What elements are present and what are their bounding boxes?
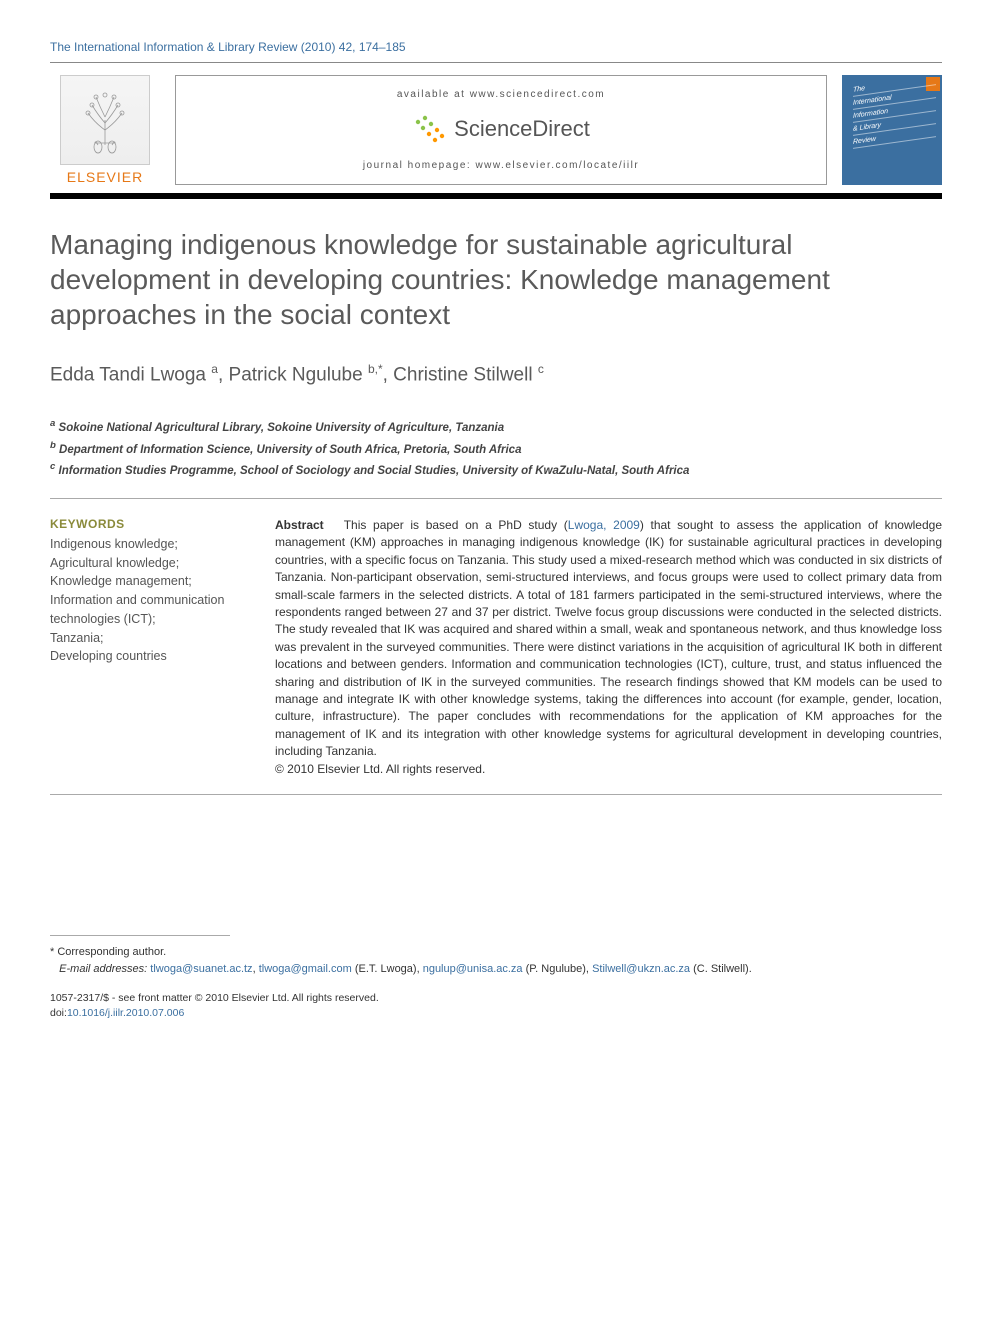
- journal-homepage: journal homepage: www.elsevier.com/locat…: [363, 160, 639, 171]
- affiliation-line: a Sokoine National Agricultural Library,…: [50, 416, 942, 437]
- affiliation-line: c Information Studies Programme, School …: [50, 459, 942, 480]
- article-title: Managing indigenous knowledge for sustai…: [50, 227, 942, 332]
- publisher-banner: ELSEVIER available at www.sciencedirect.…: [50, 75, 942, 185]
- doi-link[interactable]: 10.1016/j.iilr.2010.07.006: [67, 1007, 184, 1019]
- banner-center: available at www.sciencedirect.com Scien…: [175, 75, 827, 185]
- front-matter-line: 1057-2317/$ - see front matter © 2010 El…: [50, 991, 942, 1006]
- keywords-heading: KEYWORDS: [50, 517, 245, 531]
- abstract-pre: This paper is based on a PhD study (: [344, 518, 568, 532]
- email-addresses: E-mail addresses: tlwoga@suanet.ac.tz, t…: [50, 961, 942, 978]
- divider-top: [50, 62, 942, 63]
- elsevier-tree-icon: [60, 75, 150, 165]
- doi-line: doi:10.1016/j.iilr.2010.07.006: [50, 1006, 942, 1021]
- abstract-post: ) that sought to assess the application …: [275, 518, 942, 758]
- content-row: KEYWORDS Indigenous knowledge;Agricultur…: [50, 517, 942, 776]
- abstract-citation-link[interactable]: Lwoga, 2009: [568, 518, 640, 532]
- elsevier-wordmark: ELSEVIER: [67, 169, 143, 185]
- sciencedirect-icon: [412, 112, 446, 146]
- divider-mid: [50, 498, 942, 499]
- footnotes: * Corresponding author. E-mail addresses…: [50, 944, 942, 977]
- abstract-label: Abstract: [275, 518, 324, 532]
- sciencedirect-text: ScienceDirect: [454, 116, 590, 142]
- email-link[interactable]: tlwoga@suanet.ac.tz: [150, 963, 252, 975]
- keywords-column: KEYWORDS Indigenous knowledge;Agricultur…: [50, 517, 245, 776]
- email-link[interactable]: ngulup@unisa.ac.za: [423, 963, 523, 975]
- abstract-text: Abstract This paper is based on a PhD st…: [275, 517, 942, 760]
- journal-reference: The International Information & Library …: [50, 40, 942, 54]
- doi-label: doi:: [50, 1007, 67, 1019]
- journal-cover-thumb: The International Information & Library …: [842, 75, 942, 185]
- keywords-list: Indigenous knowledge;Agricultural knowle…: [50, 535, 245, 666]
- email-link[interactable]: tlwoga@gmail.com: [259, 963, 352, 975]
- abstract-column: Abstract This paper is based on a PhD st…: [275, 517, 942, 776]
- email-link[interactable]: Stilwell@ukzn.ac.za: [592, 963, 690, 975]
- available-at-text: available at www.sciencedirect.com: [397, 89, 605, 100]
- elsevier-logo: ELSEVIER: [50, 75, 160, 185]
- divider-thick: [50, 193, 942, 199]
- corresponding-author-note: * Corresponding author.: [50, 944, 942, 961]
- sciencedirect-logo: ScienceDirect: [412, 112, 590, 146]
- divider-footnote: [50, 935, 230, 936]
- affiliations: a Sokoine National Agricultural Library,…: [50, 416, 942, 480]
- authors: Edda Tandi Lwoga a, Patrick Ngulube b,*,…: [50, 362, 942, 386]
- affiliation-line: b Department of Information Science, Uni…: [50, 438, 942, 459]
- publication-info: 1057-2317/$ - see front matter © 2010 El…: [50, 991, 942, 1020]
- divider-mid-2: [50, 794, 942, 795]
- abstract-copyright: © 2010 Elsevier Ltd. All rights reserved…: [275, 762, 942, 776]
